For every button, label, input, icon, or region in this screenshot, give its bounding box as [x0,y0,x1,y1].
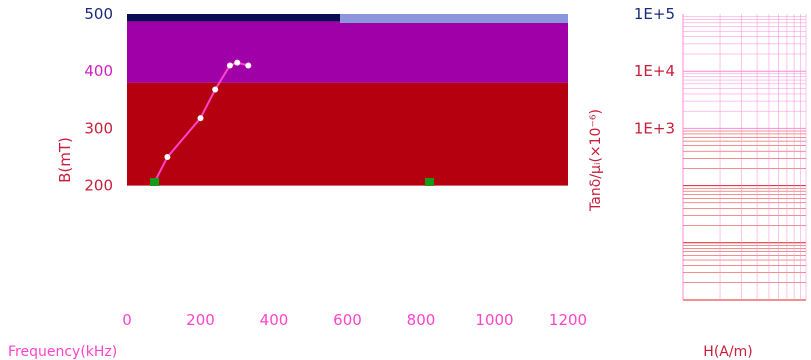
right-y-tick-label: 1E+1 [634,234,675,252]
left-x-tick-label: 1000 [475,311,513,329]
green-marker [425,178,434,186]
right-y-tick-label: 1E+2 [634,177,675,195]
left-y-tick-label: 0 [103,291,113,309]
left-y-tick-label: 100 [84,234,113,252]
left-y-tick-label: 200 [84,177,113,195]
right-x-ticks: 1E+0 [662,311,703,329]
left-y-axis-label: B(mT) [56,137,74,183]
series-point [197,115,204,122]
right-grid [682,14,807,301]
series-point [212,86,219,93]
upper-band-highlight [340,14,568,23]
right-chart: 1E+0 1E+1 1E+2 1E+3 1E+4 1E+5 1E+0 Tanδ/μᵢ(×1… [588,5,807,360]
left-x-ticks: 0 200 400 600 800 1000 1200 [122,311,587,329]
right-x-axis-label: H(A/m) [703,344,752,360]
left-bands [127,14,568,186]
right-y-tick-label: 1E+5 [634,5,675,23]
right-y-tick-label: 1E+4 [634,62,675,80]
left-x-tick-label: 600 [333,311,362,329]
right-y-tick-label: 1E+0 [634,291,675,309]
band-0 [127,82,568,186]
left-y-tick-label: 500 [84,5,113,23]
right-x-tick-label: 1E+0 [662,311,703,329]
left-x-tick-label: 200 [186,311,215,329]
series-point [234,59,241,66]
left-chart: 0 100 200 300 400 500 0 200 400 600 800 1000 1200 B… [8,5,587,360]
left-y-ticks: 0 100 200 300 400 500 [84,5,113,309]
left-series [149,59,434,189]
left-x-tick-label: 0 [122,311,132,329]
green-marker [150,178,159,186]
series-point [226,62,233,69]
left-y-tick-label: 400 [84,62,113,80]
series-point [245,62,252,69]
left-y-tick-label: 300 [84,119,113,137]
left-x-tick-label: 1200 [549,311,587,329]
left-x-tick-label: 800 [407,311,436,329]
right-y-ticks: 1E+0 1E+1 1E+2 1E+3 1E+4 1E+5 [634,5,675,309]
right-y-tick-label: 1E+3 [634,119,675,137]
left-x-tick-label: 400 [260,311,289,329]
band-1 [127,21,568,83]
right-y-axis-label: Tanδ/μᵢ(×10⁻⁶) [588,109,604,212]
left-x-axis-label: Frequency(kHz) [8,344,117,360]
series-point [164,154,171,160]
